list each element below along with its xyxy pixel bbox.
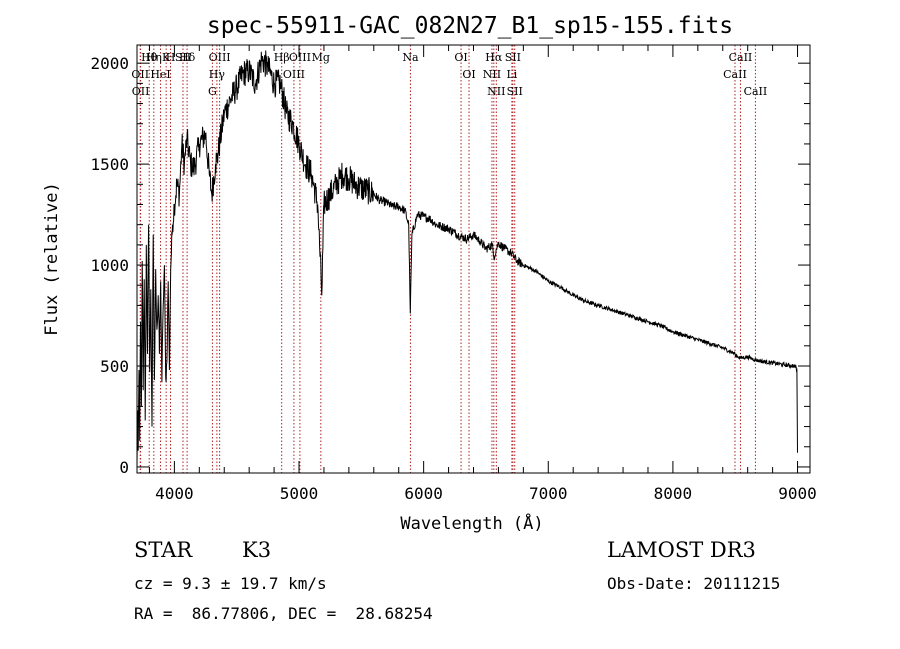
- line-marker-label: OI: [462, 68, 475, 81]
- obs-date-line: Obs-Date: 20111215: [607, 574, 781, 593]
- line-marker-label: Mg: [312, 51, 330, 64]
- object-subclass: K3: [242, 538, 272, 562]
- y-axis-label: Flux (relative): [42, 182, 62, 336]
- line-marker-label: OIII: [289, 51, 311, 64]
- x-tick-label: 7000: [529, 484, 568, 503]
- x-tick-label: 5000: [280, 484, 319, 503]
- line-markers: [139, 45, 756, 473]
- line-marker-label: G: [208, 85, 217, 98]
- line-marker-label: Li: [506, 68, 517, 81]
- line-marker-label: CaII: [723, 68, 747, 81]
- ra-dec-line: RA = 86.77806, DEC = 28.68254: [134, 604, 433, 623]
- line-marker-label: Hδ: [179, 51, 196, 64]
- survey-name: LAMOST DR3: [607, 538, 756, 562]
- line-marker-label: OII: [131, 68, 149, 81]
- y-tick-label: 1000: [90, 256, 129, 275]
- line-marker-label: OIII: [283, 68, 305, 81]
- line-marker-label: H: [166, 51, 176, 64]
- x-tick-label: 8000: [654, 484, 693, 503]
- x-axis-label: Wavelength (Å): [400, 512, 543, 534]
- line-marker-label: SII: [507, 85, 523, 98]
- line-marker-label: HeI: [150, 68, 170, 81]
- line-marker-label: NII: [487, 85, 505, 98]
- line-marker-label: OIII: [209, 51, 231, 64]
- line-marker-label: OI: [454, 51, 467, 64]
- line-marker-label: CaII: [744, 85, 768, 98]
- y-tick-label: 2000: [90, 54, 129, 73]
- line-marker-label: SII: [505, 51, 521, 64]
- x-tick-label: 9000: [778, 484, 817, 503]
- x-axis-ticks: 4000 5000 6000 7000 8000 9000: [148, 45, 817, 503]
- line-marker-label: Hθ: [141, 51, 158, 64]
- y-tick-label: 1500: [90, 155, 129, 174]
- y-tick-label: 500: [100, 357, 129, 376]
- line-marker-label: K: [162, 51, 171, 64]
- x-tick-label: 4000: [155, 484, 194, 503]
- line-marker-label: Hβ: [274, 51, 290, 64]
- line-marker-label: OII: [132, 85, 150, 98]
- line-marker-label: SII: [175, 51, 191, 64]
- redshift-line: cz = 9.3 ± 19.7 km/s: [134, 574, 327, 593]
- y-axis-ticks: 0 500 1000 1500 2000: [90, 54, 810, 477]
- line-marker-label: Hη: [146, 51, 162, 64]
- spectrum-line: [136, 50, 798, 467]
- object-class: STAR: [134, 538, 193, 562]
- line-marker-label: Hγ: [209, 68, 226, 81]
- plot-frame: [136, 44, 811, 474]
- line-marker-label: Na: [402, 51, 419, 64]
- line-marker-label: CaII: [729, 51, 753, 64]
- chart-title: spec-55911-GAC_082N27_B1_sp15-155.fits: [207, 13, 733, 39]
- line-marker-label: Hα: [485, 51, 503, 64]
- y-tick-label: 0: [119, 458, 129, 477]
- x-tick-label: 6000: [404, 484, 443, 503]
- line-marker-label: NII: [483, 68, 501, 81]
